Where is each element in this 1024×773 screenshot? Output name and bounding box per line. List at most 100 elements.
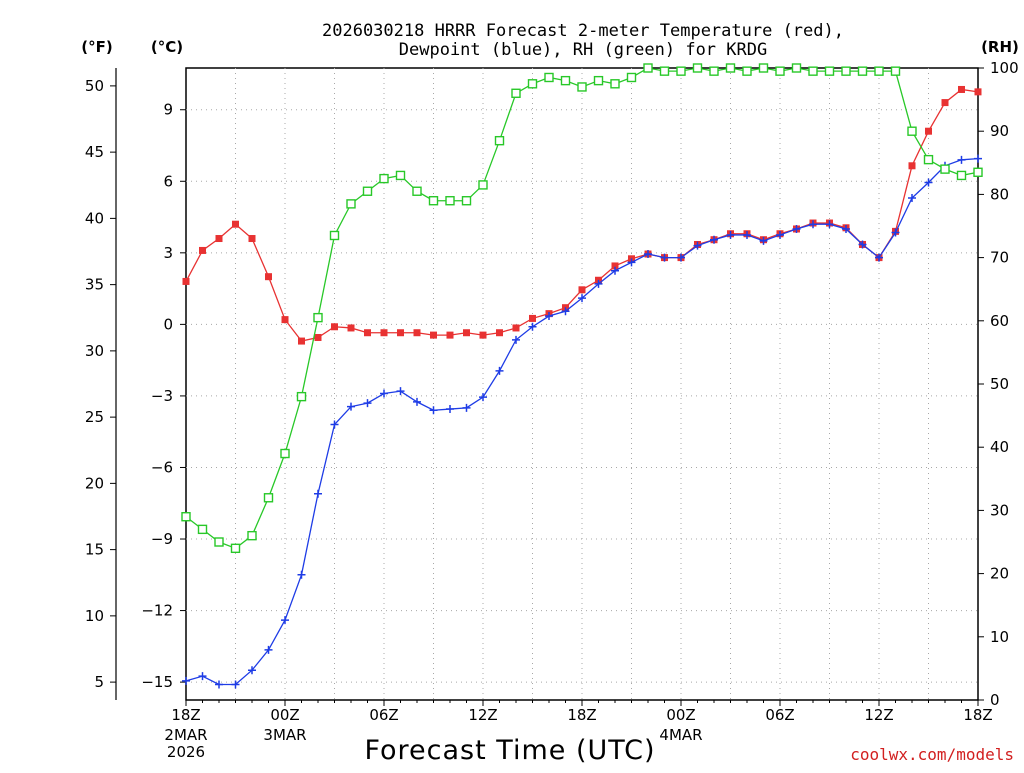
relative-humidity-point	[247, 530, 257, 541]
fahrenheit-tick-label: 5	[94, 673, 104, 691]
dewpoint-point	[248, 666, 256, 675]
temperature-point	[347, 324, 355, 332]
fahrenheit-tick-label: 25	[85, 408, 104, 426]
relative-humidity-point	[923, 154, 934, 165]
rh-tick-label: 100	[990, 59, 1019, 77]
dewpoint-point	[561, 307, 570, 316]
relative-humidity-point	[692, 63, 703, 73]
relative-humidity-point	[197, 524, 208, 535]
relative-humidity-point	[313, 312, 323, 323]
relative-humidity-point	[593, 75, 604, 86]
relative-humidity-point	[610, 79, 620, 89]
temperature-point	[925, 127, 932, 135]
fahrenheit-tick-label: 40	[85, 209, 104, 227]
celsius-tick-label: −3	[151, 387, 173, 405]
dewpoint-point	[660, 253, 669, 262]
temperature-point	[496, 329, 503, 337]
rh-tick-label: 0	[990, 691, 1000, 709]
relative-humidity-point	[907, 126, 917, 136]
rh-unit-label: (RH)	[981, 38, 1019, 56]
temperature-point	[298, 337, 305, 345]
relative-humidity-point	[263, 493, 274, 503]
temperature-point	[479, 331, 487, 339]
rh-tick-label: 50	[990, 375, 1009, 393]
relative-humidity-point	[709, 66, 719, 76]
rh-tick-label: 60	[990, 312, 1009, 330]
celsius-tick-label: −15	[141, 673, 173, 691]
dewpoint-point	[231, 680, 240, 689]
dewpoint-point	[479, 393, 487, 402]
x-tick-label: 12Z	[468, 706, 497, 724]
relative-humidity-point	[230, 543, 241, 554]
fahrenheit-tick-label: 45	[85, 143, 104, 161]
temperature-point	[430, 331, 437, 339]
temperature-point	[446, 331, 454, 339]
celsius-tick-label: −6	[151, 458, 173, 476]
celsius-unit-label: (°C)	[151, 38, 183, 56]
dewpoint-point	[413, 397, 421, 406]
relative-humidity-point	[296, 391, 307, 402]
x-tick-label: 06Z	[369, 706, 398, 724]
rh-tick-label: 30	[990, 501, 1009, 519]
temperature-point	[281, 316, 289, 324]
x-tick-sublabel: 2MAR	[164, 726, 207, 744]
dewpoint-point	[215, 680, 223, 689]
relative-humidity-point	[280, 448, 290, 459]
temperature-point	[364, 329, 371, 337]
dewpoint-point	[264, 645, 273, 654]
x-tick-sublabel: 4MAR	[659, 726, 702, 744]
relative-humidity-point	[395, 170, 406, 181]
chart-title-line-1: 2026030218 HRRR Forecast 2-meter Tempera…	[322, 21, 844, 41]
x-tick-label: 00Z	[270, 706, 299, 724]
temperature-point	[380, 329, 388, 337]
relative-humidity-point	[824, 66, 835, 76]
relative-humidity-point	[890, 66, 901, 76]
fahrenheit-tick-label: 15	[85, 541, 104, 559]
x-tick-label: 00Z	[666, 706, 695, 724]
relative-humidity-point	[956, 170, 967, 181]
fahrenheit-tick-label: 50	[85, 77, 104, 95]
dewpoint-point	[677, 253, 685, 262]
x-tick-sublabel: 3MAR	[263, 726, 306, 744]
rh-tick-label: 90	[990, 122, 1009, 140]
temperature-point	[958, 85, 965, 93]
fahrenheit-tick-label: 10	[85, 607, 104, 625]
dewpoint-point	[495, 366, 504, 375]
temperature-point	[974, 88, 982, 96]
temperature-point	[512, 324, 520, 332]
dewpoint-point	[446, 405, 454, 414]
dewpoint-point	[330, 420, 339, 429]
dewpoint-point	[809, 220, 817, 229]
fahrenheit-tick-label: 35	[85, 276, 104, 294]
dewpoint-point	[281, 616, 289, 625]
dewpoint-point	[776, 230, 784, 239]
relative-humidity-point	[511, 88, 521, 98]
x-tick-label: 18Z	[171, 706, 200, 724]
dewpoint-point	[462, 403, 471, 412]
x-tick-sublabel: 2026	[167, 743, 205, 761]
relative-humidity-point	[544, 72, 554, 83]
dewpoint-point	[314, 489, 322, 498]
celsius-tick-label: −12	[141, 602, 173, 620]
dewpoint-point	[611, 266, 619, 275]
rh-tick-label: 80	[990, 185, 1009, 203]
rh-tick-label: 70	[990, 249, 1009, 267]
x-tick-label: 18Z	[567, 706, 596, 724]
dewpoint-point	[545, 312, 553, 321]
dewpoint-point	[759, 236, 768, 245]
relative-humidity-point	[857, 66, 868, 76]
relative-humidity-point	[494, 135, 505, 146]
relative-humidity-point	[428, 196, 439, 206]
dewpoint-point	[297, 570, 306, 579]
relative-humidity-point	[758, 63, 769, 73]
temperature-point	[182, 277, 190, 285]
dewpoint-point	[578, 294, 586, 303]
rh-tick-label: 20	[990, 565, 1009, 583]
relative-humidity-point	[659, 66, 670, 76]
relative-humidity-point	[181, 512, 191, 522]
dewpoint-point	[198, 672, 207, 681]
relative-humidity-point	[214, 537, 224, 547]
dewpoint-point	[792, 224, 801, 233]
relative-humidity-point	[742, 66, 752, 76]
